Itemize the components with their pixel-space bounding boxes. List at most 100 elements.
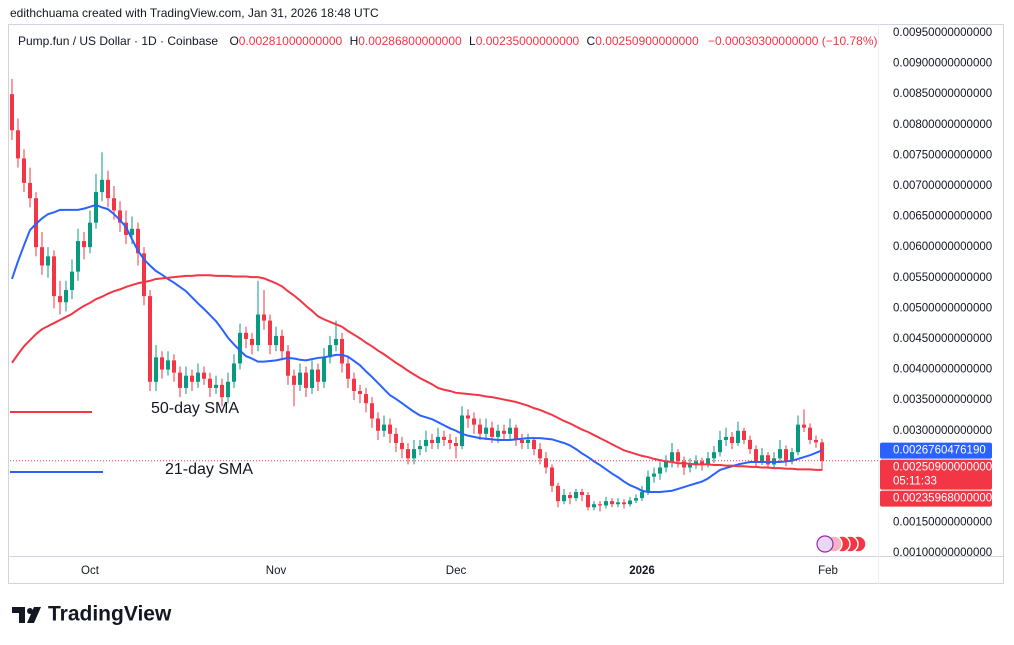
candle-body bbox=[310, 369, 314, 388]
candle-body bbox=[766, 455, 770, 465]
candle-body bbox=[304, 372, 308, 388]
candle-body bbox=[460, 415, 464, 447]
candle-body bbox=[22, 158, 26, 183]
candle-body bbox=[646, 476, 650, 492]
brand-logo bbox=[12, 607, 41, 623]
candle-body bbox=[610, 501, 614, 505]
y-tick-label: 0.00400000000000 bbox=[893, 364, 992, 376]
candle-body bbox=[388, 424, 392, 434]
candle-body bbox=[508, 427, 512, 434]
candle-body bbox=[418, 446, 422, 450]
candle-body bbox=[94, 192, 98, 223]
candle-body bbox=[700, 461, 704, 465]
candle-body bbox=[472, 418, 476, 425]
ohlc-key: H bbox=[350, 34, 359, 48]
candle-body bbox=[538, 449, 542, 459]
candle-body bbox=[556, 485, 560, 502]
candle-body bbox=[622, 502, 626, 505]
candle-body bbox=[712, 452, 716, 459]
candle-body bbox=[268, 320, 272, 346]
candle-body bbox=[466, 415, 470, 419]
candle-body bbox=[532, 439, 536, 450]
candle-body bbox=[658, 467, 662, 474]
price-tag bbox=[880, 442, 992, 459]
candle-body bbox=[634, 498, 638, 501]
candle-body bbox=[820, 442, 824, 461]
candle-body bbox=[46, 256, 50, 266]
candle-body bbox=[328, 345, 332, 358]
ohlc-key: L bbox=[469, 34, 476, 48]
candle-body bbox=[262, 314, 266, 321]
y-tick-label: 0.00600000000000 bbox=[893, 241, 992, 253]
candle-body bbox=[214, 384, 218, 388]
candle-body bbox=[676, 452, 680, 462]
candle-body bbox=[226, 381, 230, 398]
candle-body bbox=[382, 424, 386, 431]
price-tag-countdown: 05:11:33 bbox=[893, 476, 937, 488]
candle-body bbox=[334, 338, 338, 346]
symbol: Pump.fun / US Dollar · 1D · Coinbase bbox=[18, 34, 218, 48]
candle-body bbox=[574, 491, 578, 499]
logo-part bbox=[27, 608, 33, 614]
candle-body bbox=[370, 403, 374, 419]
candle-body bbox=[802, 424, 806, 428]
logo-part bbox=[27, 607, 41, 623]
candle-body bbox=[724, 436, 728, 440]
candle-body bbox=[592, 504, 596, 508]
candle-body bbox=[754, 449, 758, 462]
candle-body bbox=[196, 372, 200, 382]
y-tick-label: 0.00950000000000 bbox=[893, 27, 992, 39]
y-tick-label: 0.00750000000000 bbox=[893, 149, 992, 161]
candle-body bbox=[520, 439, 524, 444]
candle-body bbox=[694, 461, 698, 465]
flag-icons bbox=[816, 535, 867, 553]
candle-body bbox=[250, 338, 254, 346]
candle-body bbox=[706, 458, 710, 465]
candle-body bbox=[100, 179, 104, 193]
candle-body bbox=[292, 375, 296, 385]
candle-body bbox=[424, 439, 428, 447]
candle-body bbox=[718, 439, 722, 453]
candle-body bbox=[64, 290, 68, 303]
candle-body bbox=[526, 439, 530, 444]
ohlc-key: O bbox=[229, 34, 238, 48]
candle-body bbox=[808, 427, 812, 440]
sma-line bbox=[11, 203, 823, 493]
y-tick-label: 0.00350000000000 bbox=[893, 394, 992, 406]
candle-body bbox=[814, 439, 818, 443]
brand: TradingView bbox=[48, 603, 172, 626]
candle-body bbox=[394, 433, 398, 444]
candle-body bbox=[298, 372, 302, 385]
candle-body bbox=[316, 369, 320, 382]
candle-body bbox=[784, 449, 788, 462]
candle-body bbox=[148, 296, 152, 382]
price-tag bbox=[880, 459, 992, 490]
symbol-legend: Pump.fun / US Dollar · 1D · Coinbase O 0.… bbox=[18, 34, 877, 48]
candle-body bbox=[496, 430, 500, 437]
ohlc-value: 0.00286800000000 bbox=[358, 34, 462, 48]
candle-body bbox=[142, 253, 146, 297]
candle-body bbox=[562, 495, 566, 502]
x-tick-label: Nov bbox=[266, 565, 287, 577]
candle-body bbox=[586, 495, 590, 508]
candle-body bbox=[274, 335, 278, 346]
candle-body bbox=[202, 372, 206, 379]
candle-body bbox=[154, 357, 158, 382]
candle-body bbox=[616, 502, 620, 505]
candle-body bbox=[502, 430, 506, 434]
sma-line bbox=[11, 274, 822, 471]
candle-body bbox=[106, 179, 110, 199]
x-tick-label: Dec bbox=[446, 565, 467, 577]
candle-body bbox=[52, 256, 56, 297]
candle-body bbox=[490, 427, 494, 437]
candle-body bbox=[454, 443, 458, 447]
price-tag-label: 0.00250900000000 bbox=[893, 462, 992, 474]
candle-body bbox=[478, 424, 482, 434]
candle-body bbox=[40, 247, 44, 266]
candle-body bbox=[796, 424, 800, 453]
y-tick-label: 0.00150000000000 bbox=[893, 517, 992, 529]
candle-body bbox=[346, 363, 350, 379]
candle-body bbox=[208, 378, 212, 388]
ohlc-value: 0.00250900000000 bbox=[595, 34, 699, 48]
